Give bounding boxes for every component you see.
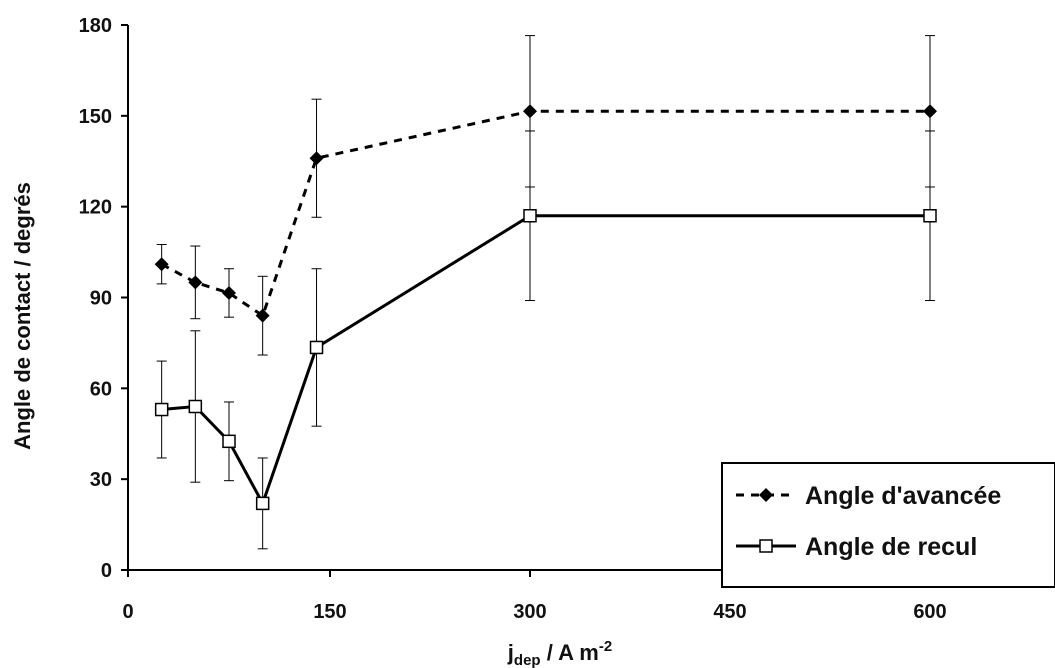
data-point-receding [523, 209, 537, 223]
x-tick-label: 450 [713, 601, 746, 623]
data-point-receding [154, 402, 169, 417]
data-point-advancing [255, 308, 270, 323]
data-point-advancing [222, 285, 236, 300]
data-point-advancing [523, 104, 537, 119]
x-axis-title-subscript: dep [514, 652, 541, 668]
y-tick-label: 0 [101, 560, 112, 582]
x-axis-title-main: j [507, 640, 514, 665]
legend: Angle d'avancée Angle de recul [721, 462, 1055, 588]
data-point-advancing [309, 151, 324, 166]
y-tick-label: 120 [79, 197, 112, 219]
data-point-receding [188, 399, 203, 414]
data-point-receding [923, 209, 937, 223]
x-axis-title-rest: / A m [541, 640, 599, 665]
series-line-advancing [160, 109, 930, 319]
data-point-receding [309, 340, 324, 355]
x-tick-label: 600 [913, 601, 946, 623]
data-point-advancing [923, 104, 937, 119]
legend-box [721, 462, 1055, 588]
legend-label-advancing: Angle d'avancée [805, 482, 1001, 510]
y-tick-label: 30 [90, 469, 112, 491]
x-axis-title-superscript: -2 [599, 638, 612, 655]
data-point-advancing [154, 257, 169, 272]
legend-marker-receding [759, 539, 773, 553]
series-line-receding [161, 214, 930, 508]
data-point-receding [255, 496, 270, 511]
data-point-receding [222, 434, 236, 449]
y-axis-title: Angle de contact / degrés [10, 182, 35, 450]
x-tick-label: 150 [313, 601, 346, 623]
x-axis-title: jdep / A m-2 [507, 638, 612, 668]
legend-marker-advancing [759, 488, 773, 502]
x-tick-label: 0 [122, 601, 133, 623]
data-point-advancing [188, 275, 203, 290]
y-tick-label: 180 [79, 15, 112, 37]
x-tick-label: 300 [513, 601, 546, 623]
legend-label-receding: Angle de recul [805, 533, 977, 561]
data-marks [154, 35, 937, 550]
y-tick-label: 150 [79, 106, 112, 128]
y-tick-label: 90 [90, 288, 112, 310]
y-tick-label: 60 [90, 378, 112, 400]
